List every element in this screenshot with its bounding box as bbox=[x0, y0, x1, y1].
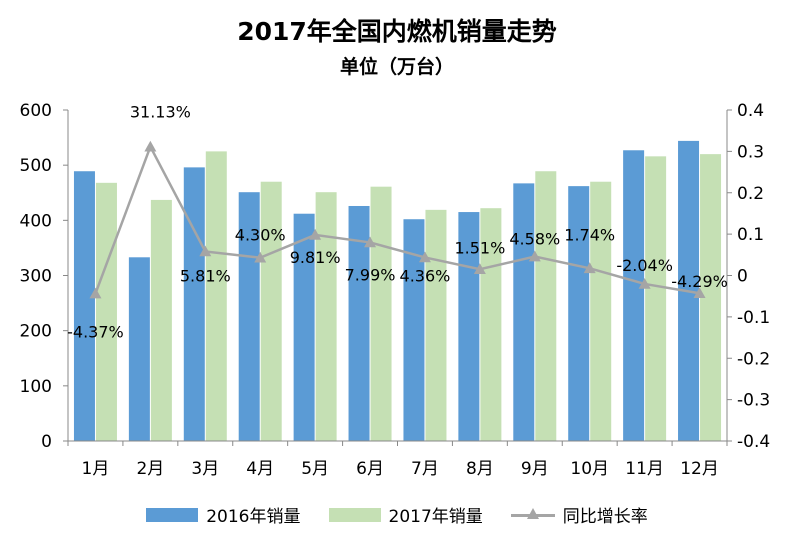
bar-2017-3 bbox=[205, 151, 227, 441]
y-right-tick-label: 0 bbox=[737, 267, 748, 287]
legend-label-2016: 2016年销量 bbox=[206, 507, 301, 527]
bar-2017-7 bbox=[425, 209, 447, 441]
y-right-tick-label: -0.1 bbox=[737, 308, 770, 328]
growth-data-label-5: 9.81% bbox=[290, 248, 341, 267]
legend-item-growth: 同比增长率 bbox=[510, 502, 648, 527]
growth-marker-10 bbox=[583, 262, 596, 274]
growth-data-label-1: -4.37% bbox=[67, 323, 124, 342]
chart-subtitle: 单位（万台） bbox=[339, 56, 454, 78]
bar-2016-5 bbox=[293, 213, 315, 441]
legend: 2016年销量 2017年销量 同比增长率 bbox=[0, 502, 794, 527]
x-tick-label: 10月 bbox=[570, 459, 609, 479]
growth-marker-6 bbox=[364, 236, 377, 248]
x-tick-label: 8月 bbox=[466, 459, 494, 479]
growth-data-label-2: 31.13% bbox=[130, 103, 191, 122]
x-tick-label: 3月 bbox=[191, 459, 219, 479]
bar-2016-7 bbox=[403, 219, 425, 441]
growth-marker-11 bbox=[638, 277, 651, 289]
chart-area: 0 100 200 300 400 500 600 -0.4 -0.3 -0.2 -0.1 0 0.1 0… bbox=[20, 101, 771, 479]
growth-marker-4 bbox=[254, 251, 267, 263]
bar-2016-11 bbox=[623, 150, 645, 441]
legend-item-2016: 2016年销量 bbox=[146, 502, 301, 527]
growth-data-label-8: 1.51% bbox=[454, 238, 505, 257]
legend-line-marker bbox=[510, 507, 555, 522]
bar-2017-9 bbox=[535, 171, 557, 442]
growth-marker-9 bbox=[528, 250, 541, 262]
y-right-tick-label: -0.3 bbox=[737, 391, 770, 411]
legend-swatch-2016 bbox=[146, 507, 199, 522]
chart-title: 2017年全国内燃机销量走势 bbox=[237, 17, 557, 46]
growth-data-label-3: 5.81% bbox=[180, 266, 231, 285]
growth-data-label-12: -4.29% bbox=[671, 272, 728, 291]
y-right-tick-label: 0.3 bbox=[737, 142, 764, 162]
x-tick-label: 7月 bbox=[411, 459, 439, 479]
bar-2016-9 bbox=[513, 183, 535, 441]
x-tick-label: 6月 bbox=[356, 459, 384, 479]
x-tick-label: 11月 bbox=[625, 459, 664, 479]
growth-marker-1 bbox=[89, 287, 102, 299]
growth-line bbox=[94, 143, 700, 295]
growth-data-label-10: 1.74% bbox=[564, 225, 615, 244]
y-right-tick-label: -0.2 bbox=[737, 349, 770, 369]
bar-2017-11 bbox=[645, 156, 667, 441]
y-left-tick-label: 600 bbox=[20, 101, 52, 121]
x-tick-label: 12月 bbox=[680, 459, 719, 479]
y-left-tick-label: 300 bbox=[20, 267, 52, 287]
bar-2016-2 bbox=[128, 257, 150, 441]
x-tick-label: 9月 bbox=[521, 459, 549, 479]
x-tick-label: 2月 bbox=[136, 459, 164, 479]
growth-marker-12 bbox=[693, 287, 706, 299]
bar-2017-10 bbox=[590, 181, 612, 441]
growth-marker-3 bbox=[199, 245, 212, 257]
legend-swatch-2017 bbox=[328, 507, 381, 522]
bar-2017-4 bbox=[260, 181, 282, 441]
bar-2016-4 bbox=[238, 192, 260, 441]
y-left-tick-label: 400 bbox=[20, 211, 52, 231]
growth-data-label-7: 4.36% bbox=[400, 266, 451, 285]
x-tick-label: 4月 bbox=[246, 459, 274, 479]
y-left-tick-label: 500 bbox=[20, 156, 52, 176]
growth-marker-2 bbox=[144, 140, 157, 152]
y-right-tick-label: 0.1 bbox=[737, 225, 764, 245]
growth-marker-7 bbox=[418, 251, 431, 263]
bar-2017-12 bbox=[700, 154, 722, 441]
y-right-tick-label: 0.4 bbox=[737, 101, 764, 121]
y-left-tick-label: 0 bbox=[41, 432, 52, 452]
legend-label-2017: 2017年销量 bbox=[388, 507, 483, 527]
growth-data-label-9: 4.58% bbox=[509, 230, 560, 249]
growth-data-label-6: 7.99% bbox=[345, 265, 396, 284]
y-right-tick-label: -0.4 bbox=[737, 432, 770, 452]
bar-2017-6 bbox=[370, 186, 392, 441]
growth-data-label-11: -2.04% bbox=[616, 256, 673, 275]
legend-item-2017: 2017年销量 bbox=[328, 502, 483, 527]
y-left-tick-label: 100 bbox=[20, 377, 52, 397]
growth-data-label-4: 4.30% bbox=[235, 226, 286, 245]
y-right-tick-label: 0.2 bbox=[737, 184, 764, 204]
growth-marker-8 bbox=[473, 263, 486, 275]
legend-label-growth: 同比增长率 bbox=[562, 507, 648, 527]
bar-2016-6 bbox=[348, 205, 370, 441]
bar-2016-1 bbox=[73, 171, 95, 442]
bar-2016-3 bbox=[183, 167, 205, 441]
x-tick-label: 1月 bbox=[82, 459, 110, 479]
growth-marker-5 bbox=[309, 228, 322, 240]
x-tick-label: 5月 bbox=[301, 459, 329, 479]
bar-2017-5 bbox=[315, 192, 337, 441]
y-left-tick-label: 200 bbox=[20, 322, 52, 342]
bar-2017-1 bbox=[95, 182, 117, 441]
bar-2016-10 bbox=[568, 186, 590, 441]
bar-2017-2 bbox=[150, 199, 172, 441]
